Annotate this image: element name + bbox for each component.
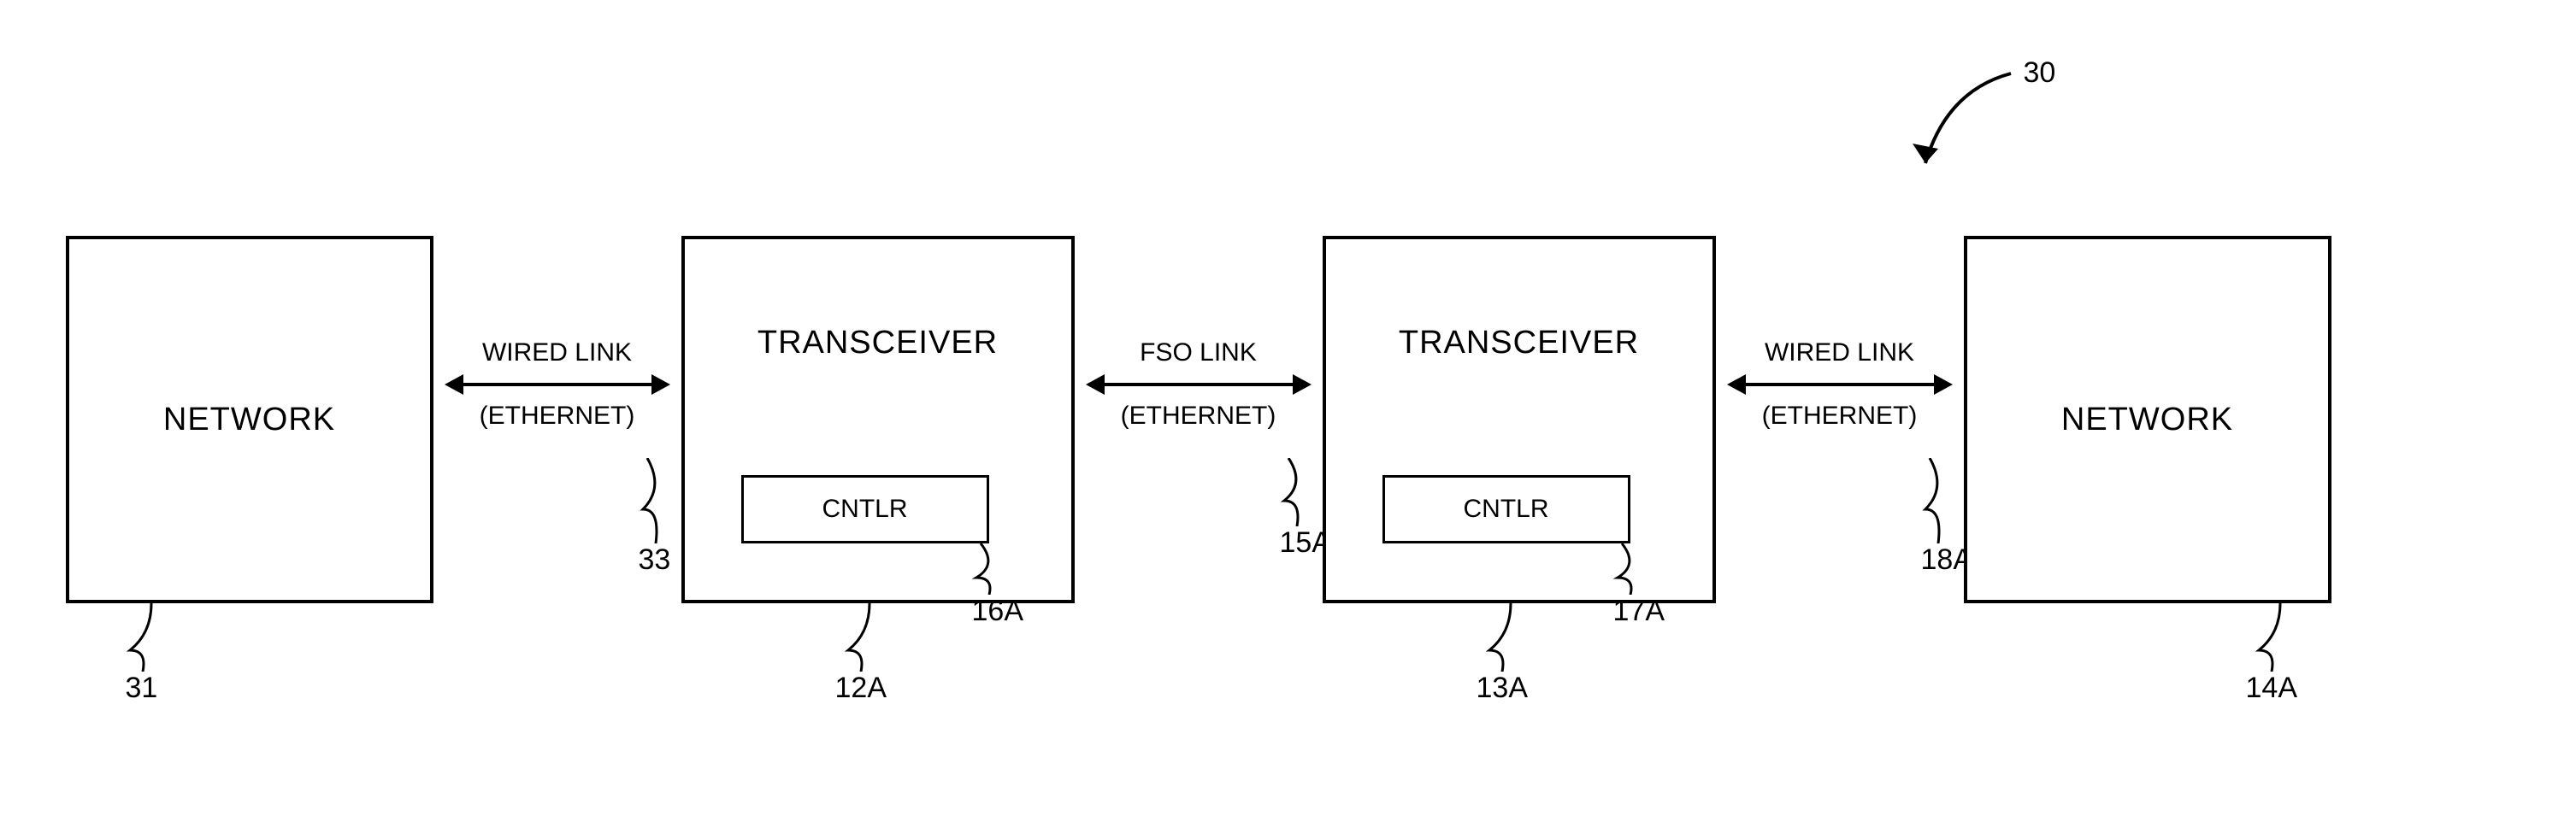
ref-33: 33 [639,543,671,577]
lead-16a [964,543,1015,595]
ref-17a: 17A [1613,595,1665,628]
link3-top-label: WIRED LINK [1765,338,1914,367]
lead-31 [117,603,168,672]
box-network-left: NETWORK [66,236,433,603]
link1-arrow [445,374,670,395]
link1-bottom-label: (ETHERNET) [480,402,635,431]
block-diagram: 30 NETWORK 31 WIRED LINK (ETHERNET) 33 T… [49,48,2528,774]
link3-arrow [1727,374,1953,395]
link-fso: FSO LINK (ETHERNET) [1075,338,1323,431]
inner-cntlr-left: CNTLR [741,475,989,543]
link1-top-label: WIRED LINK [482,338,632,367]
lead-15a [1271,458,1323,526]
box-label-network-right: NETWORK [2061,402,2233,438]
box-label-transceiver-left: TRANSCEIVER [757,325,998,361]
lead-13a [1477,603,1528,672]
box-label-transceiver-right: TRANSCEIVER [1399,325,1639,361]
ref-16a: 16A [972,595,1024,628]
lead-12a [835,603,887,672]
box-transceiver-right: TRANSCEIVER [1323,236,1716,603]
ref-13a: 13A [1477,672,1529,705]
lead-17a [1605,543,1656,595]
link2-arrow [1086,374,1312,395]
link-wired-2: WIRED LINK (ETHERNET) [1716,338,1964,431]
lead-33 [630,458,681,543]
inner-label-cntlr-left: CNTLR [822,495,907,524]
lead-14a [2246,603,2297,672]
link-wired-1: WIRED LINK (ETHERNET) [433,338,681,431]
link2-top-label: FSO LINK [1140,338,1257,367]
link2-bottom-label: (ETHERNET) [1121,402,1276,431]
inner-label-cntlr-right: CNTLR [1463,495,1548,524]
box-label-network-left: NETWORK [163,402,335,438]
inner-cntlr-right: CNTLR [1382,475,1630,543]
ref-14a: 14A [2246,672,2298,705]
lead-18a [1913,458,1964,543]
figure-ref-arrow [1870,65,2041,193]
ref-12a: 12A [835,672,887,705]
box-network-right: NETWORK [1964,236,2331,603]
box-transceiver-left: TRANSCEIVER [681,236,1075,603]
ref-31: 31 [126,672,158,705]
figure-ref-30: 30 [2024,56,2056,90]
link3-bottom-label: (ETHERNET) [1762,402,1918,431]
